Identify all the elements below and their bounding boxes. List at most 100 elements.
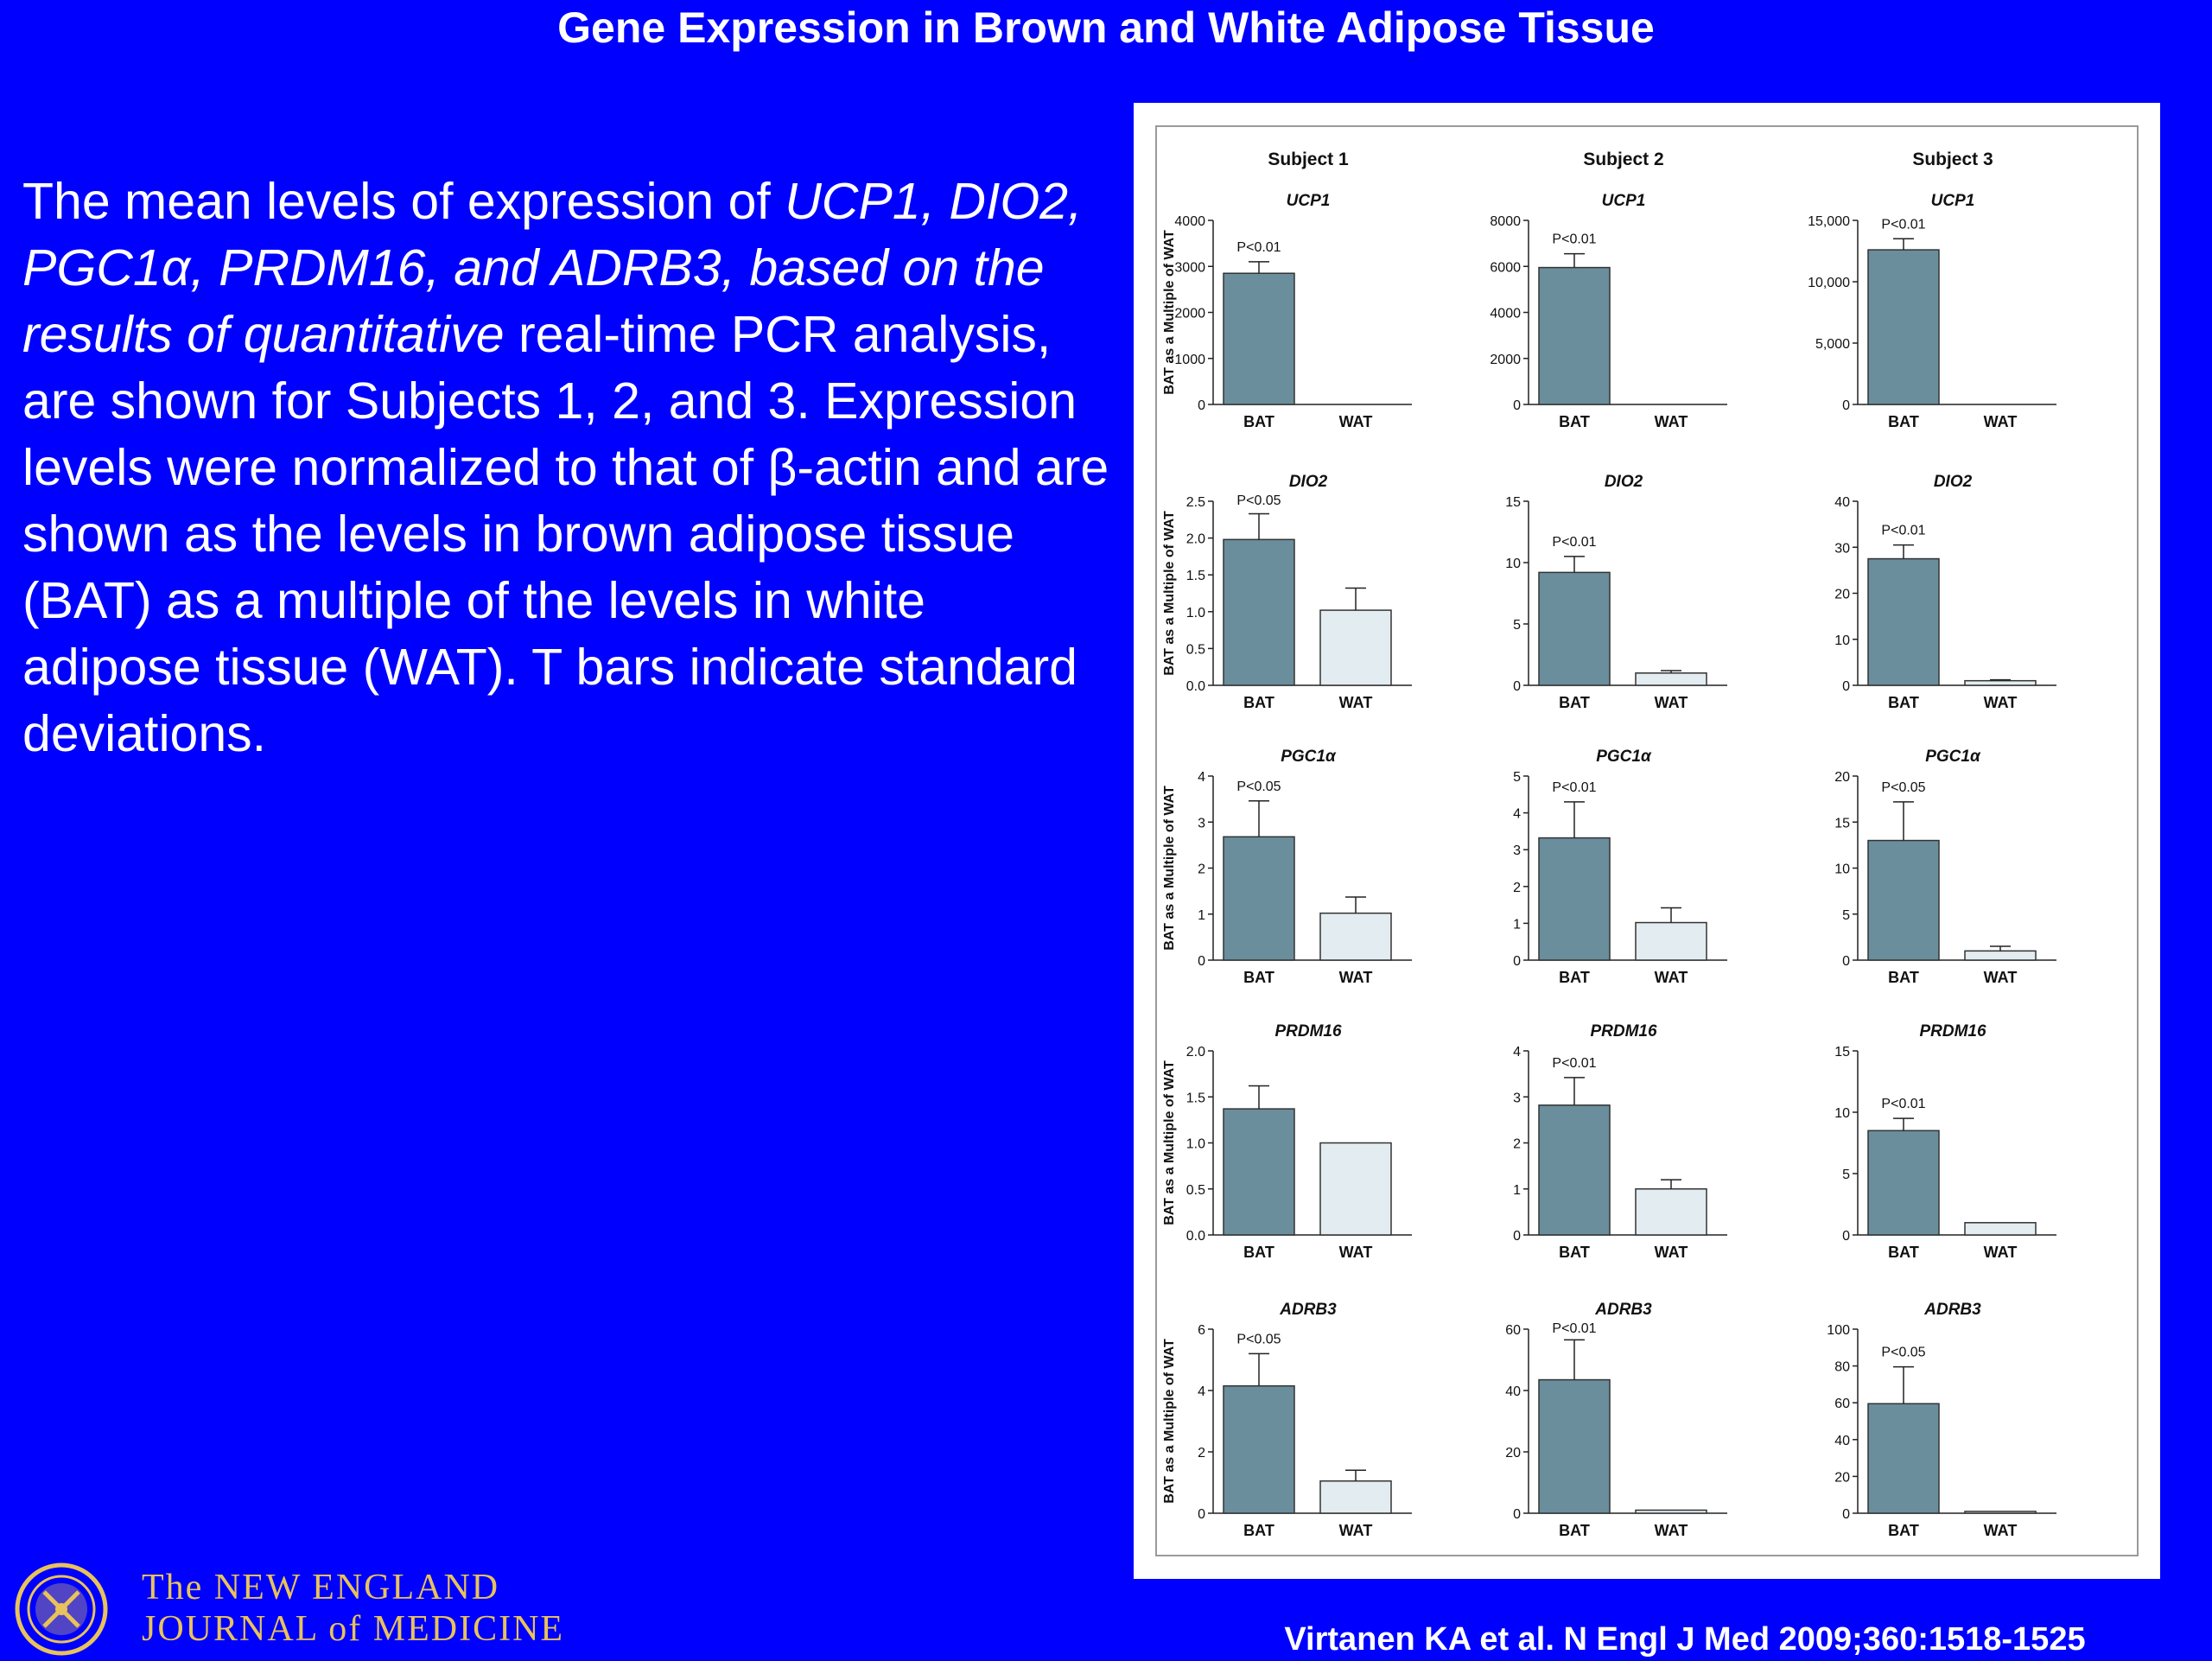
y-tick-label: 1.0 xyxy=(1186,606,1205,620)
y-tick-label: 4 xyxy=(1513,807,1521,822)
gene-title: PGC1α xyxy=(1281,748,1337,766)
y-tick-label: 10 xyxy=(1834,1106,1850,1121)
x-tick-label: BAT xyxy=(1243,694,1274,711)
y-tick-label: 15 xyxy=(1834,816,1850,830)
bar-bat xyxy=(1538,837,1611,961)
bar-wat xyxy=(1964,1511,2037,1514)
caption-part2: real-time PCR analysis, are shown for Su… xyxy=(22,306,1109,762)
slide-title: Gene Expression in Brown and White Adipo… xyxy=(557,3,1655,52)
x-tick-label: BAT xyxy=(1243,413,1274,430)
x-tick-label: WAT xyxy=(1984,1244,2018,1261)
bar-bat xyxy=(1223,1108,1295,1236)
subject-header: Subject 3 xyxy=(1912,150,1993,169)
y-tick-label: 3000 xyxy=(1174,260,1205,275)
y-tick-label: 0.0 xyxy=(1186,679,1205,694)
bar-bat xyxy=(1538,266,1611,405)
p-value-label: P<0.01 xyxy=(1881,217,1925,232)
y-tick-label: 40 xyxy=(1834,1434,1850,1448)
x-tick-label: WAT xyxy=(1339,694,1373,711)
x-tick-label: WAT xyxy=(1655,694,1688,711)
nejm-seal-icon xyxy=(15,1562,108,1656)
y-tick-label: 0 xyxy=(1513,1229,1521,1244)
y-tick-label: 15 xyxy=(1834,1045,1850,1060)
y-tick-label: 4 xyxy=(1198,770,1205,785)
bar-bat xyxy=(1223,538,1295,686)
y-tick-label: 60 xyxy=(1834,1397,1850,1411)
p-value-label: P<0.05 xyxy=(1236,780,1281,794)
bar-wat xyxy=(1964,950,2037,961)
y-tick-label: 0 xyxy=(1198,398,1205,413)
y-tick-label: 4000 xyxy=(1174,214,1205,229)
p-value-label: P<0.01 xyxy=(1552,535,1596,550)
bar-wat xyxy=(1635,672,1707,686)
y-tick-label: 20 xyxy=(1834,588,1850,602)
gene-title: UCP1 xyxy=(1602,192,1646,210)
y-tick-label: 20 xyxy=(1834,1470,1850,1485)
x-tick-label: WAT xyxy=(1655,1522,1688,1539)
y-tick-label: 0 xyxy=(1842,954,1850,969)
y-tick-label: 10 xyxy=(1834,633,1850,648)
journal-name-line2: JOURNAL of MEDICINE xyxy=(142,1609,565,1649)
p-value-label: P<0.05 xyxy=(1881,780,1925,795)
x-tick-label: WAT xyxy=(1339,1244,1373,1261)
y-tick-label: 2 xyxy=(1513,881,1521,895)
bar-wat xyxy=(1319,912,1392,961)
x-tick-label: BAT xyxy=(1559,694,1590,711)
bar-bat xyxy=(1867,557,1940,686)
y-tick-label: 60 xyxy=(1505,1323,1521,1338)
y-tick-label: 6 xyxy=(1198,1323,1205,1338)
y-tick-label: 1.5 xyxy=(1186,569,1205,583)
y-tick-label: 20 xyxy=(1834,770,1850,785)
x-tick-label: WAT xyxy=(1339,969,1373,986)
x-tick-label: WAT xyxy=(1339,413,1373,430)
y-tick-label: 80 xyxy=(1834,1360,1850,1375)
p-value-label: P<0.01 xyxy=(1552,232,1596,247)
y-tick-label: 40 xyxy=(1505,1384,1521,1399)
y-tick-label: 0 xyxy=(1513,398,1521,413)
y-tick-label: 10 xyxy=(1834,862,1850,877)
y-tick-label: 0 xyxy=(1513,954,1521,969)
y-tick-label: 100 xyxy=(1827,1323,1850,1338)
x-tick-label: BAT xyxy=(1888,969,1919,986)
y-tick-label: 1000 xyxy=(1174,353,1205,367)
x-tick-label: BAT xyxy=(1243,1522,1274,1539)
y-tick-label: 2 xyxy=(1513,1137,1521,1152)
bar-wat xyxy=(1635,1188,1707,1236)
y-tick-label: 40 xyxy=(1834,495,1850,510)
y-tick-label: 0.5 xyxy=(1186,642,1205,657)
y-tick-label: 2000 xyxy=(1174,307,1205,321)
y-axis-label: BAT as a Multiple of WAT xyxy=(1162,786,1177,951)
x-tick-label: WAT xyxy=(1655,413,1688,430)
p-value-label: P<0.01 xyxy=(1552,780,1596,795)
gene-title: UCP1 xyxy=(1931,192,1975,210)
bar-bat xyxy=(1538,1378,1611,1514)
y-axis-label: BAT as a Multiple of WAT xyxy=(1162,230,1177,395)
y-tick-label: 8000 xyxy=(1490,214,1521,229)
gene-title: ADRB3 xyxy=(1594,1301,1652,1319)
y-tick-label: 4 xyxy=(1513,1045,1521,1060)
y-axis-label: BAT as a Multiple of WAT xyxy=(1162,1339,1177,1504)
gene-title: ADRB3 xyxy=(1279,1301,1337,1319)
bar-bat xyxy=(1867,1403,1940,1514)
gene-title: DIO2 xyxy=(1605,473,1643,491)
p-value-label: P<0.01 xyxy=(1552,1321,1596,1336)
y-tick-label: 20 xyxy=(1505,1446,1521,1461)
y-tick-label: 0 xyxy=(1198,1507,1205,1522)
y-tick-label: 5,000 xyxy=(1815,337,1850,352)
y-tick-label: 2000 xyxy=(1490,353,1521,367)
caption-text: The mean levels of expression of UCP1, D… xyxy=(22,169,1111,767)
p-value-label: P<0.01 xyxy=(1881,1097,1925,1111)
bar-wat xyxy=(1964,679,2037,686)
x-tick-label: WAT xyxy=(1655,969,1688,986)
figure-chart-grid: Subject 1 Subject 2 Subject 3 BAT as a Mult… xyxy=(1155,125,2139,1556)
subject-header: Subject 1 xyxy=(1268,150,1349,169)
p-value-label: P<0.01 xyxy=(1236,240,1281,255)
y-tick-label: 15 xyxy=(1505,495,1521,510)
x-tick-label: BAT xyxy=(1559,1522,1590,1539)
y-tick-label: 1.0 xyxy=(1186,1137,1205,1152)
bar-bat xyxy=(1538,571,1611,686)
y-tick-label: 0 xyxy=(1513,679,1521,694)
x-tick-label: BAT xyxy=(1888,694,1919,711)
y-tick-label: 1.5 xyxy=(1186,1091,1205,1105)
y-tick-label: 5 xyxy=(1842,908,1850,923)
